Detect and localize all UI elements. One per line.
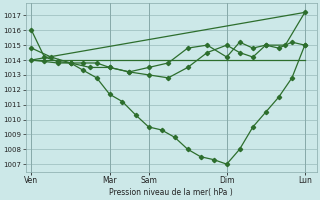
X-axis label: Pression niveau de la mer( hPa ): Pression niveau de la mer( hPa ) (109, 188, 233, 197)
